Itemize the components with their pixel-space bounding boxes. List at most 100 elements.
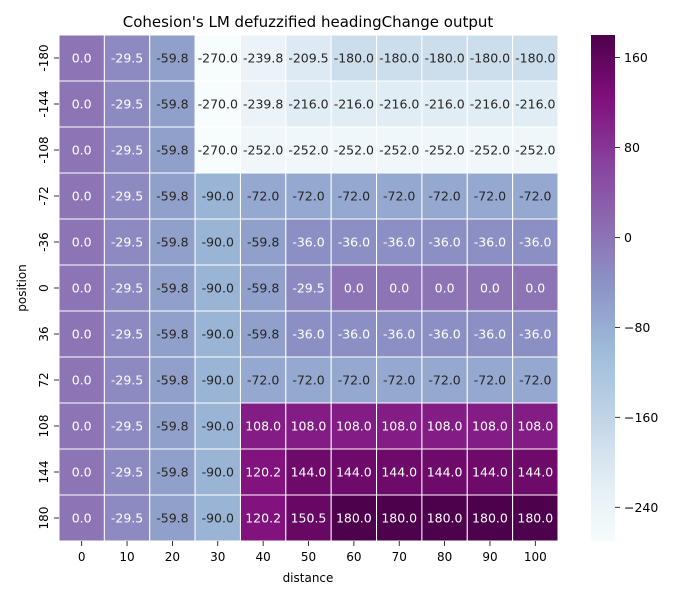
heatmap-cell bbox=[285, 34, 332, 82]
cell-value-label: 144.0 bbox=[291, 465, 327, 480]
heatmap-cells bbox=[58, 34, 559, 542]
heatmap-cell bbox=[512, 218, 559, 266]
cell-value-label: 180.0 bbox=[381, 511, 417, 526]
cell-value-label: -36.0 bbox=[428, 235, 460, 250]
heatmap-cell bbox=[285, 494, 332, 542]
heatmap-cell bbox=[239, 80, 287, 128]
cell-value-label: -90.0 bbox=[202, 235, 234, 250]
cell-value-label: -72.0 bbox=[338, 373, 370, 388]
cell-value-label: 0.0 bbox=[72, 235, 92, 250]
cell-value-label: -270.0 bbox=[198, 51, 238, 66]
y-tick-label: 36 bbox=[37, 326, 51, 341]
cell-value-label: -59.8 bbox=[156, 511, 188, 526]
heatmap-cell bbox=[376, 34, 423, 82]
cell-value-label: 144.0 bbox=[472, 465, 508, 480]
cell-value-label: -72.0 bbox=[247, 373, 279, 388]
heatmap-cell bbox=[285, 218, 332, 266]
heatmap-cell bbox=[330, 126, 378, 174]
cell-value-label: -59.8 bbox=[156, 465, 188, 480]
y-tick-label: 144 bbox=[37, 461, 51, 484]
heatmap-cell bbox=[421, 218, 468, 266]
y-tick-label: -108 bbox=[37, 136, 51, 163]
heatmap-cell bbox=[103, 218, 151, 266]
cell-value-label: 0.0 bbox=[344, 281, 364, 296]
cell-value-label: -29.5 bbox=[111, 373, 143, 388]
colorbar-tick-label: 160 bbox=[624, 50, 648, 65]
cell-value-label: -29.5 bbox=[111, 235, 143, 250]
cell-value-label: 0.0 bbox=[480, 281, 500, 296]
colorbar bbox=[591, 35, 615, 541]
cell-value-label: -36.0 bbox=[474, 235, 506, 250]
cell-value-label: -59.8 bbox=[156, 189, 188, 204]
cell-value-label: -36.0 bbox=[338, 235, 370, 250]
cell-value-label: -216.0 bbox=[379, 97, 419, 112]
heatmap-cell bbox=[376, 356, 423, 404]
colorbar-tick-label: −240 bbox=[624, 500, 658, 515]
cell-value-label: 180.0 bbox=[517, 511, 553, 526]
cell-value-label: -59.8 bbox=[156, 373, 188, 388]
heatmap-cell bbox=[239, 218, 287, 266]
cell-value-label: -59.8 bbox=[156, 327, 188, 342]
cell-value-label: 120.2 bbox=[245, 511, 281, 526]
heatmap-cell bbox=[466, 172, 514, 220]
cell-value-label: -29.5 bbox=[111, 143, 143, 158]
heatmap-cell bbox=[466, 218, 514, 266]
cell-value-label: -216.0 bbox=[288, 97, 328, 112]
cell-value-label: 0.0 bbox=[435, 281, 455, 296]
cell-value-label: 0.0 bbox=[72, 511, 92, 526]
cell-value-label: 0.0 bbox=[72, 189, 92, 204]
cell-value-label: -29.5 bbox=[111, 419, 143, 434]
cell-value-label: 144.0 bbox=[336, 465, 372, 480]
cell-value-label: 0.0 bbox=[389, 281, 409, 296]
cell-value-label: -216.0 bbox=[470, 97, 510, 112]
heatmap-cell bbox=[466, 310, 514, 358]
y-tick-label: -36 bbox=[37, 232, 51, 252]
heatmap-cell bbox=[466, 402, 514, 450]
cell-value-label: -252.0 bbox=[334, 143, 374, 158]
heatmap-cell bbox=[512, 34, 559, 82]
cell-value-label: -59.8 bbox=[156, 281, 188, 296]
heatmap-cell bbox=[103, 356, 151, 404]
colorbar-ticks: −240 −160 −80 0 80 160 bbox=[615, 50, 658, 515]
y-tick-label: 180 bbox=[37, 507, 51, 530]
cell-value-label: -216.0 bbox=[515, 97, 555, 112]
cell-value-label: -59.8 bbox=[156, 97, 188, 112]
cell-value-label: -90.0 bbox=[202, 465, 234, 480]
colorbar-tick-label: 0 bbox=[624, 230, 632, 245]
cell-value-label: -270.0 bbox=[198, 97, 238, 112]
heatmap-cell bbox=[194, 264, 241, 312]
cell-value-label: -72.0 bbox=[428, 189, 460, 204]
y-tick-label: 0 bbox=[37, 284, 51, 292]
heatmap-cell bbox=[58, 264, 105, 312]
cell-value-label: 144.0 bbox=[381, 465, 417, 480]
heatmap-cell bbox=[376, 80, 423, 128]
cell-value-label: 0.0 bbox=[72, 143, 92, 158]
heatmap-cell bbox=[466, 494, 514, 542]
cell-value-label: -36.0 bbox=[292, 235, 324, 250]
heatmap-cell bbox=[239, 494, 287, 542]
cell-value-label: -209.5 bbox=[288, 51, 328, 66]
cell-value-label: -59.8 bbox=[247, 327, 279, 342]
heatmap-cell bbox=[285, 310, 332, 358]
heatmap-cell bbox=[512, 126, 559, 174]
heatmap-cell bbox=[149, 218, 196, 266]
x-tick-label: 100 bbox=[524, 550, 547, 564]
y-tick-label: -180 bbox=[37, 44, 51, 71]
x-axis-label: distance bbox=[283, 571, 334, 585]
heatmap-cell bbox=[512, 80, 559, 128]
y-axis-ticks: -180 -144 -108 -72 -36 0 36 72 108 144 180 bbox=[37, 44, 59, 529]
cell-value-label: 0.0 bbox=[72, 281, 92, 296]
cell-value-label: -36.0 bbox=[338, 327, 370, 342]
cell-value-label: -72.0 bbox=[383, 373, 415, 388]
heatmap-cell bbox=[376, 448, 423, 496]
heatmap-cell bbox=[239, 126, 287, 174]
cell-value-label: -29.5 bbox=[111, 189, 143, 204]
cell-value-label: -36.0 bbox=[383, 235, 415, 250]
heatmap-cell bbox=[512, 356, 559, 404]
heatmap-cell bbox=[330, 310, 378, 358]
cell-value-label: -180.0 bbox=[424, 51, 464, 66]
heatmap-cell bbox=[58, 126, 105, 174]
cell-value-label: 180.0 bbox=[472, 511, 508, 526]
cell-value-label: 144.0 bbox=[427, 465, 463, 480]
cell-value-label: -270.0 bbox=[198, 143, 238, 158]
